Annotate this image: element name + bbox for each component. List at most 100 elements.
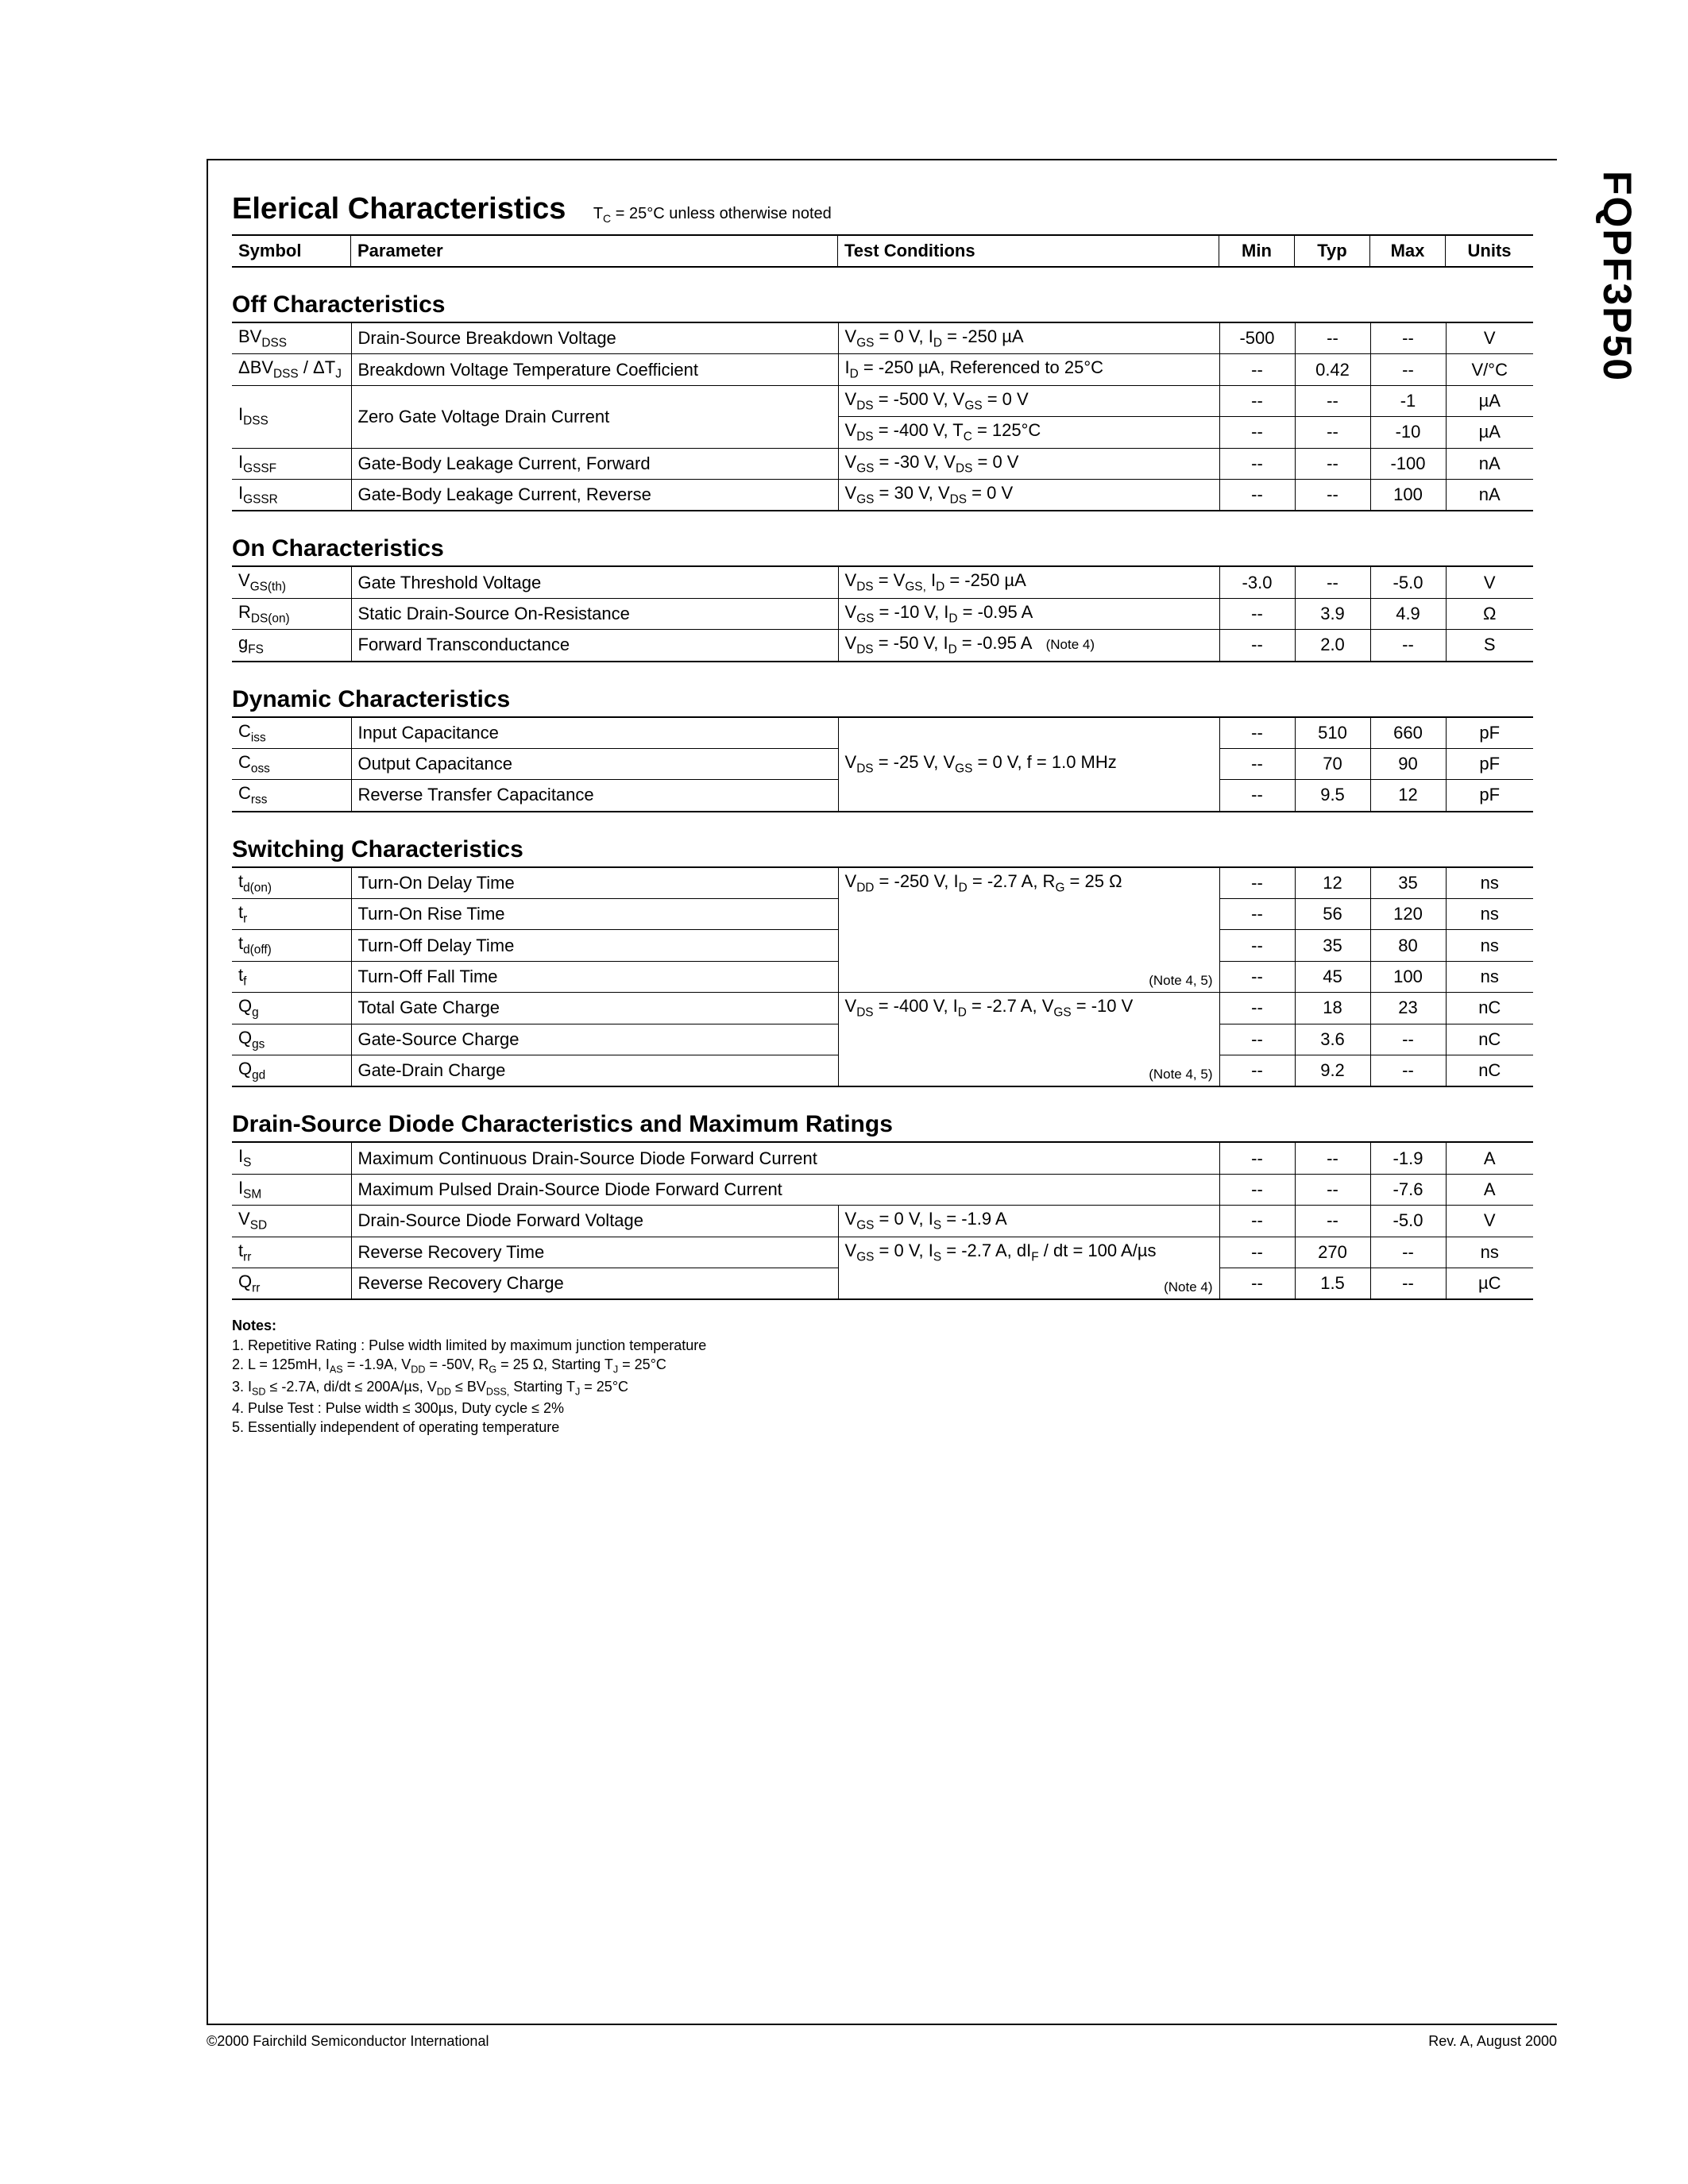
table-row: IGSSRGate-Body Leakage Current, ReverseV… <box>232 479 1533 511</box>
cell-parameter: Drain-Source Diode Forward Voltage <box>351 1206 838 1237</box>
cell-unit: pF <box>1446 717 1533 749</box>
cell-parameter: Gate-Drain Charge <box>351 1055 838 1087</box>
cell-symbol: td(off) <box>232 930 351 961</box>
cell-symbol: Qg <box>232 993 351 1024</box>
section-title: Off Characteristics <box>232 291 1533 318</box>
cell-unit: µA <box>1446 417 1533 448</box>
cell-typ: 3.6 <box>1295 1024 1370 1055</box>
cell-unit: pF <box>1446 748 1533 779</box>
cell-parameter: Gate-Source Charge <box>351 1024 838 1055</box>
cell-symbol: IGSSR <box>232 479 351 511</box>
cell-parameter: Forward Transconductance <box>351 630 838 662</box>
cell-min: -- <box>1219 1174 1295 1205</box>
cell-parameter: Drain-Source Breakdown Voltage <box>351 322 838 354</box>
cell-max: -- <box>1370 322 1446 354</box>
cell-typ: -- <box>1295 385 1370 416</box>
cell-typ: 45 <box>1295 961 1370 992</box>
cell-min: -- <box>1219 417 1295 448</box>
cell-max: 23 <box>1370 993 1446 1024</box>
cell-symbol: trr <box>232 1237 351 1268</box>
cell-max: -- <box>1370 1237 1446 1268</box>
cell-min: -- <box>1219 993 1295 1024</box>
table-row: BVDSSDrain-Source Breakdown VoltageVGS =… <box>232 322 1533 354</box>
cell-max: -5.0 <box>1370 1206 1446 1237</box>
cell-parameter: Gate Threshold Voltage <box>351 566 838 598</box>
cell-symbol: tf <box>232 961 351 992</box>
cell-max: 90 <box>1370 748 1446 779</box>
cell-conditions: VDS = -400 V, TC = 125°C <box>838 417 1219 448</box>
cell-min: -- <box>1219 961 1295 992</box>
cell-unit: nA <box>1446 448 1533 479</box>
part-number-side-label: FQPF3P50 <box>1594 171 1640 382</box>
spec-table: VGS(th)Gate Threshold VoltageVDS = VGS, … <box>232 565 1533 662</box>
note-line: 2. L = 125mH, IAS = -1.9A, VDD = -50V, R… <box>232 1355 1533 1377</box>
cell-symbol: IDSS <box>232 385 351 448</box>
cell-typ: -- <box>1295 1142 1370 1174</box>
cell-min: -- <box>1219 1206 1295 1237</box>
cell-min: -- <box>1219 780 1295 812</box>
cell-unit: pF <box>1446 780 1533 812</box>
cell-typ: 9.2 <box>1295 1055 1370 1087</box>
cell-typ: 3.9 <box>1295 598 1370 629</box>
cell-min: -- <box>1219 385 1295 416</box>
cell-max: -- <box>1370 1024 1446 1055</box>
cell-max: 100 <box>1370 961 1446 992</box>
cell-conditions: VDS = -25 V, VGS = 0 V, f = 1.0 MHz <box>838 717 1219 812</box>
cell-symbol: Qrr <box>232 1268 351 1299</box>
cell-min: -- <box>1219 1055 1295 1087</box>
table-row: RDS(on)Static Drain-Source On-Resistance… <box>232 598 1533 629</box>
cell-min: -- <box>1219 899 1295 930</box>
table-row: CissInput CapacitanceVDS = -25 V, VGS = … <box>232 717 1533 749</box>
cell-conditions: ID = -250 µA, Referenced to 25°C <box>838 354 1219 385</box>
hdr-symbol: Symbol <box>232 236 351 266</box>
page-frame: Elerical Characteristics TC = 25°C unles… <box>207 159 1557 2025</box>
hdr-max: Max <box>1370 236 1446 266</box>
table-row: ISMaximum Continuous Drain-Source Diode … <box>232 1142 1533 1174</box>
main-title: Elerical Characteristics <box>232 192 566 226</box>
cell-max: 4.9 <box>1370 598 1446 629</box>
cell-max: -- <box>1370 630 1446 662</box>
cell-parameter: Static Drain-Source On-Resistance <box>351 598 838 629</box>
cell-max: 120 <box>1370 899 1446 930</box>
cell-symbol: Qgd <box>232 1055 351 1087</box>
table-row: gFSForward TransconductanceVDS = -50 V, … <box>232 630 1533 662</box>
section-title: On Characteristics <box>232 535 1533 562</box>
title-row: Elerical Characteristics TC = 25°C unles… <box>232 192 1533 226</box>
cell-conditions: VGS = -10 V, ID = -0.95 A <box>838 598 1219 629</box>
cell-conditions: VDS = -50 V, ID = -0.95 A (Note 4) <box>838 630 1219 662</box>
cell-unit: nC <box>1446 993 1533 1024</box>
cell-typ: -- <box>1295 448 1370 479</box>
table-row: ΔBVDSS / ΔTJBreakdown Voltage Temperatur… <box>232 354 1533 385</box>
cell-min: -- <box>1219 867 1295 899</box>
title-condition-note: TC = 25°C unless otherwise noted <box>593 205 832 222</box>
note-line: 3. ISD ≤ -2.7A, di/dt ≤ 200A/µs, VDD ≤ B… <box>232 1377 1533 1399</box>
section-title: Drain-Source Diode Characteristics and M… <box>232 1111 1533 1138</box>
cell-symbol: IGSSF <box>232 448 351 479</box>
cell-unit: ns <box>1446 1237 1533 1268</box>
cell-conditions: VGS = 30 V, VDS = 0 V <box>838 479 1219 511</box>
cell-typ: 2.0 <box>1295 630 1370 662</box>
sections-container: Off Characteristics BVDSSDrain-Source Bre… <box>232 291 1533 1300</box>
cell-min: -500 <box>1219 322 1295 354</box>
cell-min: -- <box>1219 1268 1295 1299</box>
note-line: 1. Repetitive Rating : Pulse width limit… <box>232 1336 1533 1355</box>
table-row: trrReverse Recovery TimeVGS = 0 V, IS = … <box>232 1237 1533 1268</box>
cell-max: 100 <box>1370 479 1446 511</box>
spec-table: ISMaximum Continuous Drain-Source Diode … <box>232 1141 1533 1300</box>
cell-typ: 510 <box>1295 717 1370 749</box>
cell-unit: ns <box>1446 961 1533 992</box>
cell-typ: 9.5 <box>1295 780 1370 812</box>
cell-min: -- <box>1219 748 1295 779</box>
cell-parameter: Output Capacitance <box>351 748 838 779</box>
table-row: IDSSZero Gate Voltage Drain CurrentVDS =… <box>232 385 1533 416</box>
cell-min: -- <box>1219 479 1295 511</box>
cell-max: -- <box>1370 1055 1446 1087</box>
cell-parameter: Turn-On Rise Time <box>351 899 838 930</box>
cell-typ: -- <box>1295 1206 1370 1237</box>
cell-unit: µC <box>1446 1268 1533 1299</box>
cell-typ: 56 <box>1295 899 1370 930</box>
cell-unit: V/°C <box>1446 354 1533 385</box>
cell-typ: 0.42 <box>1295 354 1370 385</box>
cell-symbol: VGS(th) <box>232 566 351 598</box>
cell-typ: -- <box>1295 566 1370 598</box>
